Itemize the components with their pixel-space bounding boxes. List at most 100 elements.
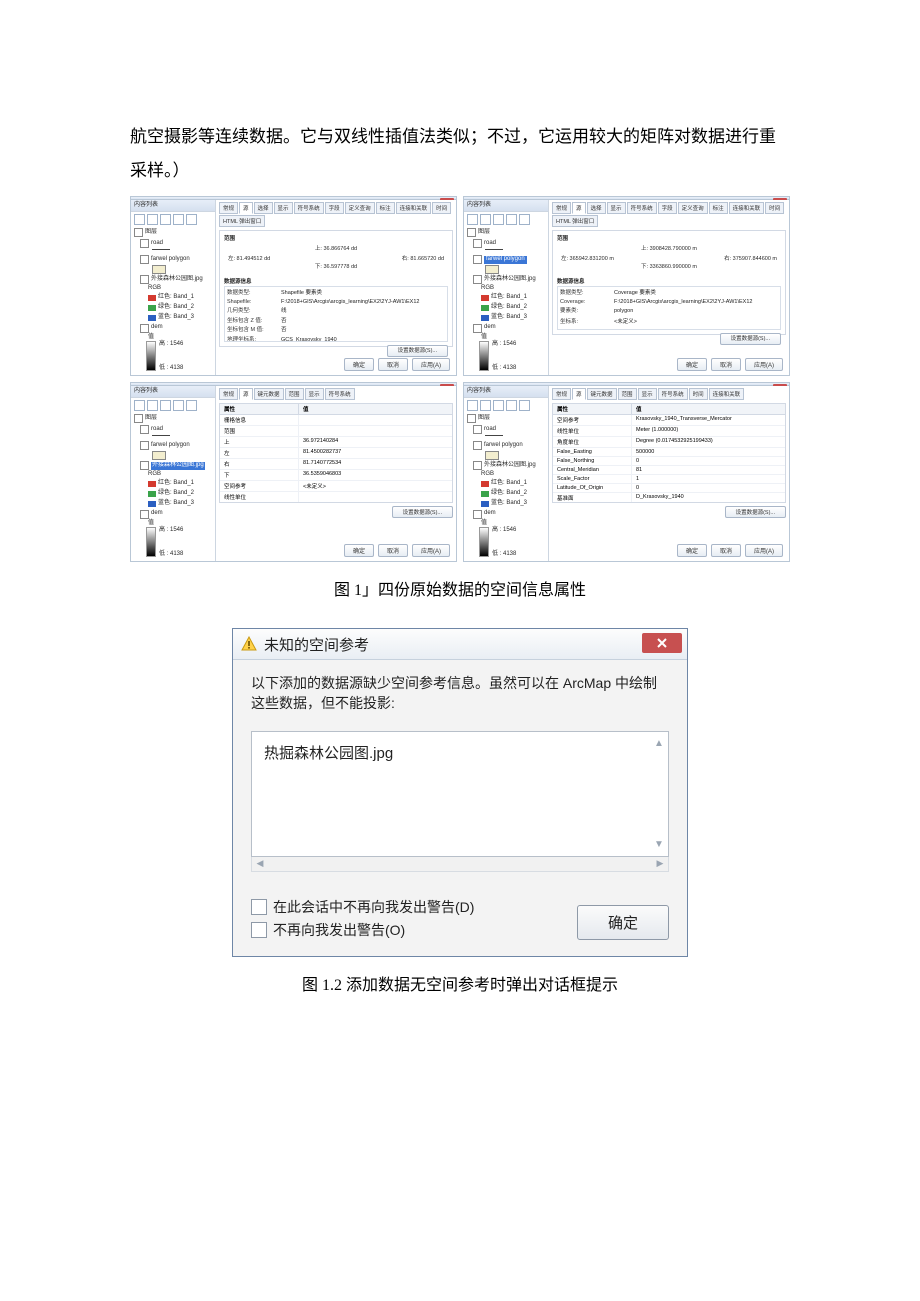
set-datasource-button[interactable]: 设置数据源(S)... bbox=[387, 345, 448, 357]
tab[interactable]: 字段 bbox=[658, 202, 677, 214]
tab[interactable]: 范围 bbox=[618, 388, 637, 400]
dialog-hscrollbar[interactable]: ◀ ▶ bbox=[251, 857, 669, 872]
tab[interactable]: 连接和关联 bbox=[396, 202, 432, 214]
ok-button[interactable]: 确定 bbox=[344, 358, 374, 371]
ds-kv-2: 数据类型:Coverage 要素类Coverage:F:\2018+GIS\Ar… bbox=[557, 286, 781, 330]
extent-top: 上: 3908428.790000 m bbox=[641, 245, 697, 253]
set-datasource-button[interactable]: 设置数据源(S)... bbox=[392, 506, 453, 518]
toc-farwel[interactable]: farwel polygon bbox=[151, 256, 190, 264]
properties-pane-1: 常规源选择显示符号系统字段定义查询标注连接和关联时间HTML 弹出窗口 范围 上… bbox=[216, 200, 456, 375]
properties-pane-4: 常规源键元数据范围显示符号系统时间连接和关联 属性值 空间参考Krasovsky… bbox=[549, 386, 789, 561]
set-datasource-button[interactable]: 设置数据源(S)... bbox=[720, 333, 781, 345]
figure-1-grid: 内容列表 图层 road farwel polygon 外接森林公园图.jpg … bbox=[130, 196, 790, 562]
cancel-button[interactable]: 取消 bbox=[711, 544, 741, 557]
toc-band-g: 绿色: Band_2 bbox=[158, 304, 194, 312]
dialog-ok-button[interactable]: 确定 bbox=[577, 905, 669, 940]
warning-icon bbox=[241, 636, 257, 652]
arcwin-panel-3: 内容列表 图层 road farwel polygon 外接森林公园图.jpg … bbox=[130, 382, 457, 562]
tab[interactable]: 范围 bbox=[285, 388, 304, 400]
tab[interactable]: 连接和关联 bbox=[729, 202, 765, 214]
extent-right: 右: 375907.844600 m bbox=[724, 255, 777, 263]
never-warn-label: 不再向我发出警告(O) bbox=[273, 920, 405, 940]
dialog-close-button[interactable] bbox=[642, 633, 682, 653]
apply-button[interactable]: 应用(A) bbox=[412, 544, 450, 557]
ok-button[interactable]: 确定 bbox=[677, 544, 707, 557]
tab[interactable]: 常规 bbox=[219, 202, 238, 214]
session-warn-label: 在此会话中不再向我发出警告(D) bbox=[273, 897, 474, 917]
toc-root[interactable]: 图层 bbox=[145, 229, 157, 237]
scroll-left-icon[interactable]: ◀ bbox=[253, 857, 267, 869]
never-warn-checkbox[interactable] bbox=[251, 922, 267, 938]
extent-left: 左: 81.494512 dd bbox=[228, 255, 270, 263]
apply-button[interactable]: 应用(A) bbox=[745, 358, 783, 371]
apply-button[interactable]: 应用(A) bbox=[412, 358, 450, 371]
toc-raster-selected[interactable]: 外接森林公园图.jpg bbox=[151, 462, 205, 470]
toc-pane: 内容列表 图层 road farwel polygon 外接森林公园图.jpg … bbox=[131, 386, 216, 561]
cancel-button[interactable]: 取消 bbox=[711, 358, 741, 371]
cancel-button[interactable]: 取消 bbox=[378, 544, 408, 557]
tab[interactable]: 选择 bbox=[587, 202, 606, 214]
property-grid-3: 属性值 栅格信息 范围 上36.972140284 左81.4500282737… bbox=[219, 403, 453, 503]
tab[interactable]: 源 bbox=[572, 202, 586, 214]
properties-pane-2: 常规源选择显示符号系统字段定义查询标注连接和关联时间HTML 弹出窗口 范围 上… bbox=[549, 200, 789, 375]
tab[interactable]: HTML 弹出窗口 bbox=[552, 215, 598, 227]
apply-button[interactable]: 应用(A) bbox=[745, 544, 783, 557]
toc-dem-high: 高 : 1546 bbox=[159, 341, 183, 349]
tab[interactable]: 选择 bbox=[254, 202, 273, 214]
tab[interactable]: 时间 bbox=[765, 202, 784, 214]
tab[interactable]: 时间 bbox=[432, 202, 451, 214]
tab[interactable]: 符号系统 bbox=[627, 202, 657, 214]
scroll-up-icon[interactable]: ▲ bbox=[652, 738, 666, 749]
tab[interactable]: 符号系统 bbox=[658, 388, 688, 400]
tabs-2[interactable]: 常规源选择显示符号系统字段定义查询标注连接和关联时间 HTML 弹出窗口 bbox=[552, 202, 786, 227]
arcwin-panel-1: 内容列表 图层 road farwel polygon 外接森林公园图.jpg … bbox=[130, 196, 457, 376]
arcwin-panel-2: 内容列表 图层 road farwel polygon 外接森林公园图.jpg … bbox=[463, 196, 790, 376]
toc-raster[interactable]: 外接森林公园图.jpg bbox=[151, 276, 203, 284]
tab[interactable]: 源 bbox=[572, 388, 586, 400]
tab[interactable]: 字段 bbox=[325, 202, 344, 214]
tab[interactable]: 标注 bbox=[709, 202, 728, 214]
tab[interactable]: 定义查询 bbox=[678, 202, 708, 214]
tab[interactable]: 显示 bbox=[274, 202, 293, 214]
tabs-4[interactable]: 常规源键元数据范围显示符号系统时间连接和关联 bbox=[552, 388, 786, 400]
extent-bottom: 下: 3363860.990000 m bbox=[641, 263, 697, 271]
dialog-layer-list[interactable]: 热掘森林公园图.jpg ▲ ▼ bbox=[251, 731, 669, 857]
toc-pane: 内容列表 图层 road farwel polygon 外接森林公园图.jpg … bbox=[464, 386, 549, 561]
tab[interactable]: 常规 bbox=[552, 202, 571, 214]
toc-pane: 内容列表 图层 road farwel polygon 外接森林公园图.jpg … bbox=[131, 200, 216, 375]
tab[interactable]: 定义查询 bbox=[345, 202, 375, 214]
tab[interactable]: 键元数据 bbox=[587, 388, 617, 400]
scroll-down-icon[interactable]: ▼ bbox=[652, 839, 666, 850]
tab[interactable]: HTML 弹出窗口 bbox=[219, 215, 265, 227]
tab[interactable]: 符号系统 bbox=[294, 202, 324, 214]
toc-farwel-selected[interactable]: farwel polygon bbox=[484, 256, 527, 264]
scroll-right-icon[interactable]: ▶ bbox=[653, 857, 667, 869]
tab[interactable]: 符号系统 bbox=[325, 388, 355, 400]
ok-button[interactable]: 确定 bbox=[677, 358, 707, 371]
tab[interactable]: 键元数据 bbox=[254, 388, 284, 400]
tab[interactable]: 常规 bbox=[552, 388, 571, 400]
tab[interactable]: 连接和关联 bbox=[709, 388, 745, 400]
spatial-reference-dialog: 未知的空间参考 以下添加的数据源缺少空间参考信息。虽然可以在 ArcMap 中绘… bbox=[232, 628, 688, 957]
set-datasource-button[interactable]: 设置数据源(S)... bbox=[725, 506, 786, 518]
tab[interactable]: 源 bbox=[239, 202, 253, 214]
toc-dem-low: 低 : 4138 bbox=[159, 365, 183, 373]
toc-dem[interactable]: dem bbox=[151, 324, 163, 332]
tab[interactable]: 标注 bbox=[376, 202, 395, 214]
tab[interactable]: 常规 bbox=[219, 388, 238, 400]
ok-button[interactable]: 确定 bbox=[344, 544, 374, 557]
cancel-button[interactable]: 取消 bbox=[378, 358, 408, 371]
tabs-3[interactable]: 常规源键元数据范围显示符号系统 bbox=[219, 388, 453, 400]
extent-bottom: 下: 36.597778 dd bbox=[315, 263, 357, 271]
tab[interactable]: 显示 bbox=[607, 202, 626, 214]
ds-kv-1: 数据类型:Shapefile 要素类Shapefile:F:\2018+GIS\… bbox=[224, 286, 448, 342]
toc-band-b: 蓝色: Band_3 bbox=[158, 314, 194, 322]
toc-road[interactable]: road bbox=[151, 240, 163, 248]
tab[interactable]: 时间 bbox=[689, 388, 708, 400]
toc-pane: 内容列表 图层 road farwel polygon 外接森林公园图.jpg … bbox=[464, 200, 549, 375]
tab[interactable]: 源 bbox=[239, 388, 253, 400]
session-warn-checkbox[interactable] bbox=[251, 899, 267, 915]
tab[interactable]: 显示 bbox=[638, 388, 657, 400]
tab[interactable]: 显示 bbox=[305, 388, 324, 400]
tabs-1[interactable]: 常规源选择显示符号系统字段定义查询标注连接和关联时间 HTML 弹出窗口 bbox=[219, 202, 453, 227]
